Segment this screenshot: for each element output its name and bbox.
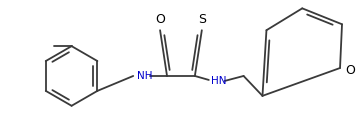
Text: NH: NH — [137, 71, 153, 81]
Text: S: S — [198, 13, 206, 26]
Text: HN: HN — [211, 76, 226, 86]
Text: O: O — [155, 13, 165, 26]
Text: O: O — [345, 64, 355, 77]
